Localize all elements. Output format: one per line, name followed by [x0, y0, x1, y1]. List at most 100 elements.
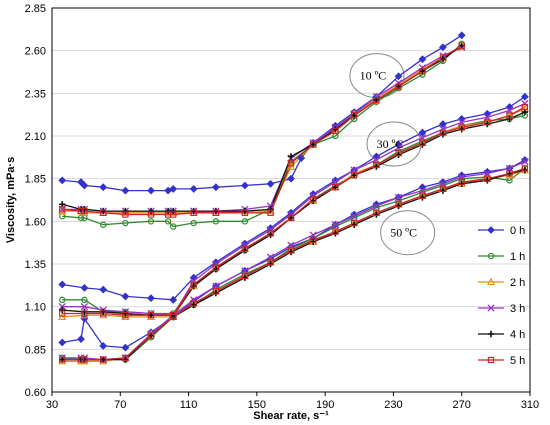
data-point-5h: [147, 332, 155, 339]
data-point-5h: [373, 209, 380, 216]
data-point-5h: [170, 313, 177, 321]
data-point-5h: [521, 165, 529, 172]
legend-label-1h: 1 h: [510, 251, 525, 263]
data-point-3h: [372, 202, 381, 210]
data-point-5h: [170, 211, 177, 218]
data-point-1h: [170, 223, 177, 230]
series-line-1h: [62, 43, 463, 228]
y-tick-label: 1.35: [25, 259, 46, 271]
legend: 0 h 1 h 2 h 3 h 4 h 5 h: [478, 225, 525, 367]
data-point-1h: [81, 296, 88, 304]
x-tick-label: 110: [180, 399, 198, 411]
data-point-0h: [58, 338, 67, 347]
y-tick-label: 1.10: [25, 302, 46, 314]
x-tick-label: 30: [46, 399, 58, 411]
temperature-ellipses: [349, 53, 436, 256]
temperature-ellipse: [380, 210, 436, 256]
series-line-0h: [62, 96, 526, 301]
data-point-5h: [241, 245, 249, 252]
data-point-2h: [80, 208, 89, 216]
data-point-5h: [332, 184, 339, 191]
data-point-1h: [122, 219, 129, 227]
data-point-5h: [373, 97, 380, 104]
axes: 0.60 0.85 1.10 1.35 1.60 1.85 2.10 2.35 2.60 2.85…: [25, 3, 540, 411]
series-line-2h: [62, 169, 526, 362]
data-point-5h: [287, 160, 295, 167]
temperature-label: 30 ºC: [377, 137, 404, 151]
data-point-5h: [241, 209, 249, 216]
data-point-2h: [505, 170, 514, 179]
data-point-0h: [77, 335, 85, 344]
series-line-3h: [62, 161, 526, 361]
data-point-5h: [439, 129, 447, 136]
data-point-5h: [310, 195, 317, 203]
data-point-1h: [164, 218, 172, 225]
data-point-0h: [80, 181, 89, 190]
temperature-label: 50 ºC: [390, 226, 417, 240]
data-point-3h: [350, 212, 358, 220]
x-tick-label: 190: [316, 399, 334, 411]
data-point-5h: [81, 310, 88, 317]
data-point-0h: [439, 43, 447, 52]
x-tick-label: 150: [248, 399, 266, 411]
series-line-4h: [62, 169, 526, 361]
y-tick-label: 2.35: [25, 88, 46, 100]
data-point-5h: [439, 185, 447, 193]
data-point-5h: [395, 149, 402, 157]
data-point-5h: [190, 209, 197, 216]
data-point-1h: [190, 219, 197, 227]
data-point-5h: [506, 112, 513, 119]
data-point-0h: [58, 176, 67, 185]
y-tick-label: 2.60: [25, 46, 46, 58]
data-point-5h: [77, 356, 85, 363]
data-point-5h: [395, 83, 402, 90]
data-point-3h: [521, 157, 529, 166]
data-point-2h: [457, 42, 466, 51]
annotations: 10 ºC 30 ºC 50 ºC: [360, 69, 417, 240]
x-tick-label: 70: [114, 399, 126, 411]
x-tick-label: 230: [384, 399, 402, 411]
data-point-5h: [484, 119, 491, 126]
series-line-0h: [62, 159, 526, 349]
data-point-2h: [146, 312, 156, 321]
data-point-0h: [520, 92, 529, 101]
data-point-3h: [394, 193, 403, 202]
series-line-3h: [62, 103, 526, 316]
data-point-5h: [351, 172, 358, 179]
series-markers: [58, 31, 530, 365]
legend-marker-0h: [487, 226, 495, 234]
data-point-3h: [331, 221, 340, 229]
data-point-0h: [457, 31, 466, 40]
series-line-4h: [62, 111, 526, 316]
series-line-0h: [62, 34, 463, 192]
x-tick-label: 310: [521, 399, 539, 411]
data-point-0h: [287, 174, 295, 183]
legend-label-5h: 5 h: [510, 355, 525, 367]
data-point-5h: [506, 170, 513, 177]
data-point-5h: [287, 214, 295, 222]
data-point-0h: [147, 294, 155, 303]
legend-label-3h: 3 h: [510, 303, 525, 315]
data-point-5h: [267, 259, 274, 266]
data-point-5h: [59, 206, 66, 213]
data-point-5h: [310, 236, 317, 244]
legend-marker-1h: [487, 252, 495, 260]
data-point-3h: [58, 303, 66, 311]
data-point-4h: [122, 207, 129, 215]
data-point-5h: [147, 312, 155, 319]
series-line-5h: [62, 44, 463, 216]
data-point-5h: [351, 219, 358, 227]
legend-label-0h: 0 h: [510, 225, 525, 237]
legend-marker-2h: [486, 277, 496, 286]
data-point-2h: [266, 206, 275, 215]
data-point-5h: [147, 211, 155, 218]
data-point-4h: [170, 207, 177, 215]
data-point-0h: [439, 120, 447, 128]
data-point-5h: [419, 67, 426, 75]
data-point-0h: [457, 115, 466, 123]
y-tick-label: 0.60: [25, 387, 46, 399]
data-point-3h: [80, 303, 89, 311]
data-point-5h: [190, 300, 197, 307]
data-point-0h: [121, 343, 130, 352]
